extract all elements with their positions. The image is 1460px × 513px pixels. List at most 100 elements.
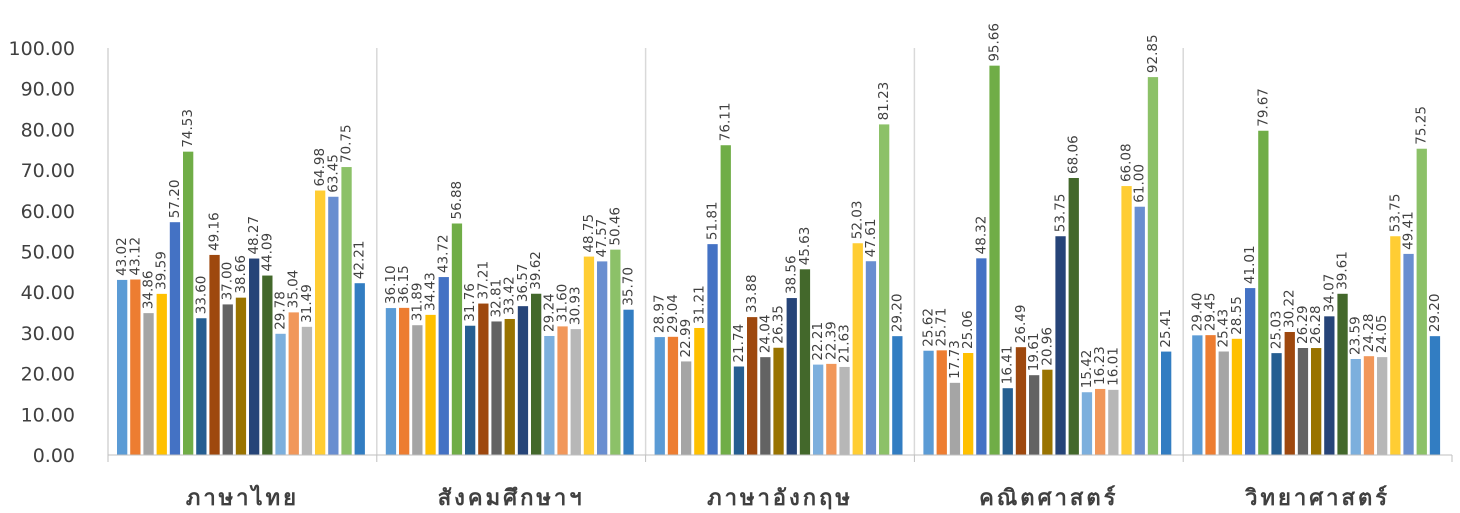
data-label: 26.29 (1295, 305, 1311, 344)
data-label: 37.00 (220, 262, 236, 301)
bar (156, 293, 167, 455)
data-label: 31.49 (299, 284, 315, 323)
bar (1015, 347, 1027, 455)
data-label: 92.85 (1145, 34, 1161, 73)
y-tick-label: 40.00 (21, 282, 75, 304)
bar (773, 347, 784, 455)
bar (478, 303, 489, 455)
data-label: 19.61 (1026, 333, 1042, 372)
data-label: 51.81 (705, 201, 721, 240)
bar (341, 167, 352, 456)
bar (1002, 388, 1013, 455)
data-label: 25.41 (1158, 309, 1174, 348)
bar (1231, 338, 1243, 455)
data-label: 16.41 (1000, 346, 1016, 385)
bar (301, 326, 313, 455)
bar (879, 124, 890, 456)
bar (1042, 369, 1053, 455)
data-label: 41.01 (1242, 245, 1258, 284)
bar (557, 326, 568, 455)
data-label: 29.20 (889, 293, 905, 332)
bar (813, 364, 824, 455)
bar (720, 145, 731, 455)
data-label: 29.45 (1203, 292, 1219, 331)
bar (1390, 236, 1401, 455)
bar (275, 333, 286, 455)
bar (544, 335, 555, 455)
data-label: 44.09 (259, 233, 275, 272)
bar (760, 357, 771, 455)
data-label: 81.23 (876, 82, 892, 121)
data-label: 31.60 (555, 284, 571, 323)
bar (1311, 348, 1322, 455)
bar (1416, 148, 1427, 456)
data-label: 33.42 (502, 276, 518, 315)
data-label: 95.66 (987, 23, 1003, 62)
data-label: 52.03 (850, 201, 866, 240)
data-label: 47.57 (594, 219, 610, 258)
y-tick-label: 20.00 (21, 364, 75, 386)
data-label: 30.22 (1282, 289, 1298, 328)
bar (583, 256, 595, 455)
y-axis: 0.00 10.00 20.00 30.00 40.00 50.00 60.00 70.00 8… (9, 38, 109, 467)
data-label: 36.15 (396, 265, 412, 304)
bar (707, 244, 718, 455)
bar (1245, 288, 1256, 455)
category-label: คณิตศาสตร์ (979, 485, 1118, 511)
data-label: 31.21 (691, 285, 707, 324)
data-label: 53.75 (1387, 194, 1403, 233)
bar (1284, 332, 1295, 455)
data-label: 36.57 (515, 264, 531, 303)
data-label: 38.66 (233, 255, 249, 294)
bar (1258, 130, 1269, 455)
data-label: 29.78 (273, 291, 289, 330)
bar (169, 222, 181, 455)
bar (412, 325, 423, 455)
data-label: 76.11 (718, 103, 734, 142)
bar (315, 190, 326, 455)
data-label: 43.02 (114, 237, 130, 276)
data-label: 16.23 (1092, 346, 1108, 385)
y-tick-label: 0.00 (33, 445, 75, 467)
bar (654, 337, 665, 455)
bar (1161, 351, 1172, 455)
bar (936, 350, 947, 455)
data-label: 22.21 (810, 322, 826, 361)
y-tick-label: 90.00 (21, 79, 75, 101)
data-label: 43.72 (436, 234, 452, 273)
bar (504, 318, 515, 455)
bar (1218, 351, 1229, 455)
bar (1403, 253, 1414, 455)
bar (923, 350, 934, 455)
data-label: 16.01 (1105, 347, 1121, 386)
data-label: 31.76 (462, 283, 478, 322)
data-label: 48.75 (581, 214, 597, 253)
data-label: 24.28 (1361, 314, 1377, 353)
data-label: 68.06 (1066, 135, 1082, 174)
data-label: 37.21 (475, 261, 491, 300)
data-label: 70.75 (339, 124, 355, 163)
bar (667, 336, 679, 455)
data-label: 35.70 (621, 267, 637, 306)
data-label: 29.40 (1189, 293, 1205, 332)
category-label: ภาษาอังกฤษ (707, 486, 853, 511)
data-label: 75.25 (1414, 106, 1430, 145)
bar (425, 314, 436, 455)
bar (1029, 375, 1040, 455)
y-tick-label: 30.00 (21, 323, 75, 345)
data-label: 21.63 (837, 324, 853, 363)
bar (288, 312, 299, 455)
data-label: 34.07 (1321, 274, 1337, 313)
bar (517, 306, 529, 455)
bar (235, 297, 247, 455)
data-label: 50.46 (607, 207, 623, 246)
bar (1205, 335, 1216, 455)
data-label: 35.04 (286, 270, 302, 309)
data-label: 26.49 (1013, 305, 1029, 344)
category-label: วิทยาศาสตร์ (1244, 485, 1390, 511)
bar (1337, 293, 1348, 455)
data-label: 74.53 (180, 109, 196, 148)
